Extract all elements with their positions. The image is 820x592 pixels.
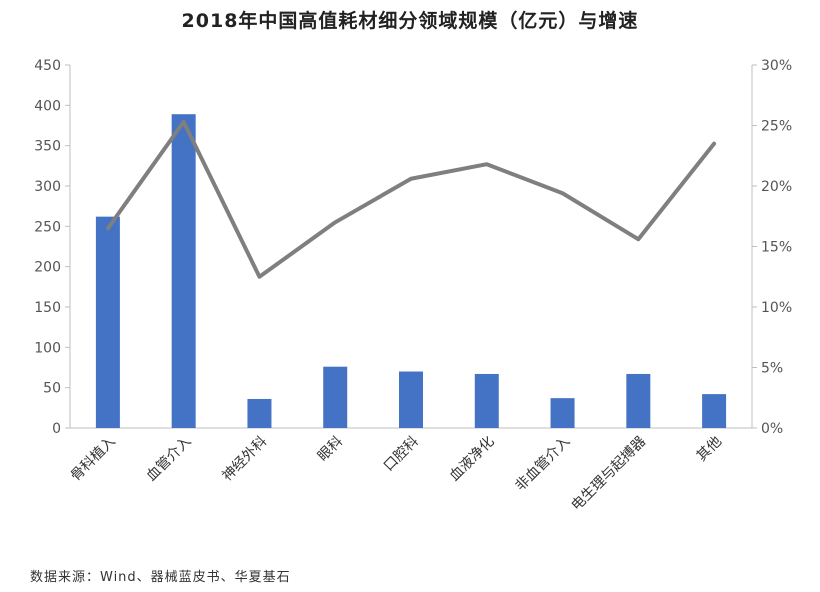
bar bbox=[323, 366, 348, 428]
category-label: 其他 bbox=[694, 434, 725, 465]
bar bbox=[550, 398, 575, 428]
left-tick-label: 200 bbox=[34, 260, 61, 276]
bar bbox=[626, 373, 651, 428]
bar bbox=[247, 398, 272, 428]
bar bbox=[95, 216, 120, 428]
left-tick-label: 300 bbox=[34, 179, 61, 195]
category-label: 血管介入 bbox=[144, 434, 195, 485]
bar bbox=[702, 394, 727, 428]
left-tick-label: 50 bbox=[43, 381, 61, 397]
left-tick-label: 250 bbox=[34, 219, 61, 235]
category-label: 血液净化 bbox=[447, 434, 498, 485]
bar bbox=[474, 373, 499, 428]
category-label: 骨科植入 bbox=[68, 434, 119, 485]
right-tick-label: 5% bbox=[761, 361, 783, 377]
bar-series bbox=[95, 114, 727, 428]
category-label: 非血管介入 bbox=[513, 434, 574, 495]
right-tick-label: 30% bbox=[761, 58, 792, 74]
chart-title: 2018年中国高值耗材细分领域规模（亿元）与增速 bbox=[181, 10, 639, 32]
left-tick-label: 0 bbox=[52, 421, 61, 437]
right-tick-label: 10% bbox=[761, 300, 792, 316]
right-axis-ticks: 0% 5% 10% 15% 20% 25% 30% bbox=[752, 58, 792, 437]
right-tick-label: 25% bbox=[761, 119, 792, 135]
category-label: 口腔科 bbox=[381, 434, 422, 475]
bar bbox=[171, 114, 196, 428]
left-tick-label: 450 bbox=[34, 58, 61, 74]
bar bbox=[399, 371, 423, 428]
left-tick-label: 100 bbox=[34, 340, 61, 356]
source-note: 数据来源：Wind、器械蓝皮书、华夏基石 bbox=[30, 570, 291, 585]
right-tick-label: 0% bbox=[761, 421, 783, 437]
left-axis-ticks: 0 50 100 150 200 250 300 350 400 450 bbox=[34, 58, 70, 437]
right-tick-label: 20% bbox=[761, 179, 792, 195]
category-label: 神经外科 bbox=[219, 434, 270, 485]
left-tick-label: 150 bbox=[34, 300, 61, 316]
growth-line bbox=[105, 119, 717, 279]
left-tick-label: 350 bbox=[34, 139, 61, 155]
category-label: 眼科 bbox=[315, 434, 346, 465]
right-tick-label: 15% bbox=[761, 240, 792, 256]
left-tick-label: 400 bbox=[34, 98, 61, 114]
category-label: 电生理与起搏器 bbox=[568, 433, 649, 514]
line-series bbox=[105, 119, 717, 279]
